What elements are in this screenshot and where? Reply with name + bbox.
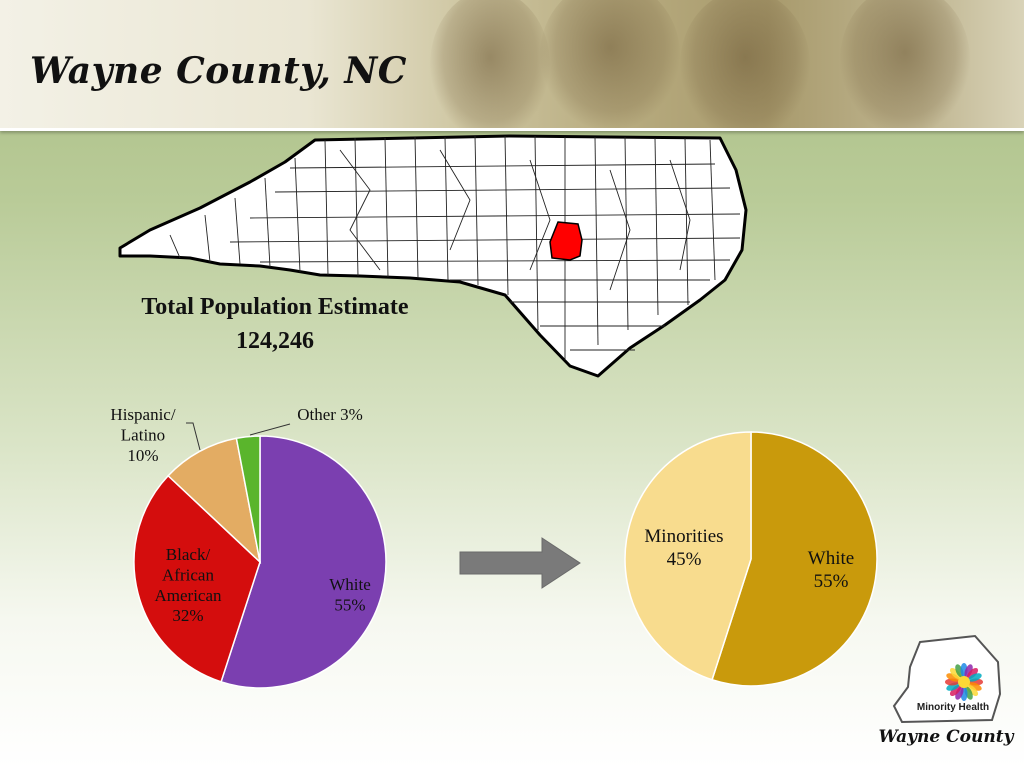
slice-label-minorities: Minorities 45% (644, 526, 723, 570)
other-leader-line (249, 423, 291, 436)
pie-slice-white (220, 435, 387, 689)
slice-label-other: Other 3% (297, 405, 363, 424)
logo-caption: Wayne County (878, 727, 1014, 747)
wayne-county-highlight (549, 221, 583, 261)
race-breakdown-pie: White 55% Black/African American 32% Hispanic… (110, 405, 387, 689)
photo-face-1 (430, 0, 550, 128)
right-arrow-icon (459, 537, 581, 589)
population-label: Total Population Estimate (141, 294, 409, 320)
slice-label-hispanic-latino: Hispanic/Latino 10% (110, 405, 175, 465)
photo-face-3 (680, 0, 810, 128)
county-boundaries (169, 135, 741, 360)
pie-slice-other (235, 435, 261, 563)
pie-slice-black-african-american (133, 474, 261, 683)
nc-outline (118, 134, 748, 378)
minority-health-logo (892, 634, 1002, 724)
slice-label-black-african-american: Black/African American 32% (154, 545, 222, 625)
nc-state-map (118, 134, 748, 378)
photo-face-2 (540, 0, 680, 128)
slice-label-white: White 55% (329, 575, 371, 614)
slice-label-white: White 55% (808, 548, 854, 592)
header-banner: Wayne County, NC (0, 0, 1024, 131)
pie-slice-hispanic-latino (167, 437, 262, 565)
page-title: Wayne County, NC (30, 50, 407, 92)
pie-slice-minorities (624, 431, 752, 681)
logo-text: Minority Health (916, 702, 990, 713)
population-estimate: Total Population Estimate 124,246 (80, 290, 470, 358)
pie-charts: White 55% Black/African American 32% Hispanic… (110, 405, 878, 689)
white-vs-minorities-pie: White 55% Minorities 45% (624, 431, 878, 687)
pie-slice-white (711, 431, 878, 687)
flower-icon (945, 663, 983, 701)
hispanic-leader-line (186, 422, 201, 451)
photo-face-4 (840, 0, 970, 128)
population-value: 124,246 (236, 328, 314, 354)
